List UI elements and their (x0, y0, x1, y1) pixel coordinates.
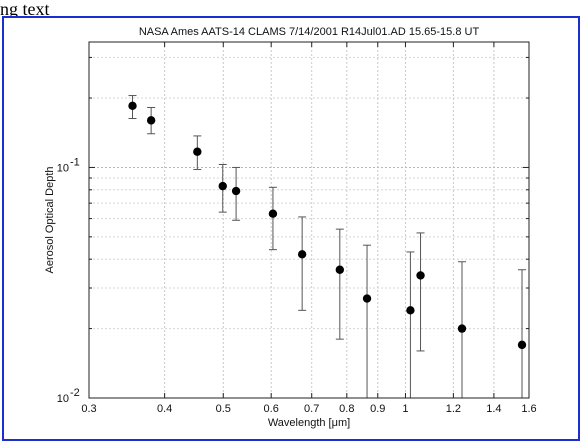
x-tick-label: 0.9 (370, 403, 385, 415)
x-tick-label: 0.4 (157, 403, 172, 415)
page-caption: ng text (0, 0, 50, 18)
x-axis-ticks: 0.3 0.4 0.5 0.6 0.7 0.8 0.9 1 1.2 1.4 1.6 (81, 42, 537, 415)
y-tick-label: 10 (57, 393, 69, 405)
y-axis-label: Aerosol Optical Depth (44, 167, 56, 274)
x-tick-label: 1.4 (486, 403, 501, 415)
x-axis-label: Wavelength [μm] (268, 417, 350, 429)
x-tick-label: 0.5 (216, 403, 231, 415)
y-tick-label-exponent: -1 (70, 156, 80, 168)
x-tick-label: 1.6 (521, 403, 536, 415)
x-tick-label: 0.3 (81, 403, 96, 415)
x-tick-label: 0.6 (264, 403, 279, 415)
data-point (146, 116, 156, 125)
y-tick-label: 10 (57, 162, 69, 174)
data-point (457, 324, 467, 333)
y-axis-ticks: 10-210-1 (57, 56, 529, 405)
data-point (416, 271, 425, 280)
y-tick-label-exponent: -2 (70, 387, 80, 399)
data-point (335, 265, 345, 274)
data-point (297, 250, 307, 259)
x-tick-label: 0.7 (304, 403, 319, 415)
data-point (231, 186, 241, 196)
data-point (268, 209, 278, 218)
x-tick-label: 1.2 (446, 403, 461, 415)
data-point (193, 147, 202, 156)
chart-title: NASA Ames AATS-14 CLAMS 7/14/2001 R14Jul… (139, 26, 480, 38)
data-point (406, 306, 415, 315)
data-points (128, 101, 527, 350)
data-point (517, 340, 527, 350)
data-point (128, 101, 137, 111)
data-point (218, 181, 227, 191)
data-point (362, 294, 372, 303)
plot-frame (88, 41, 530, 399)
x-tick-label: 0.8 (339, 403, 354, 415)
plot-background (89, 42, 529, 398)
x-tick-label: 1 (402, 403, 408, 415)
